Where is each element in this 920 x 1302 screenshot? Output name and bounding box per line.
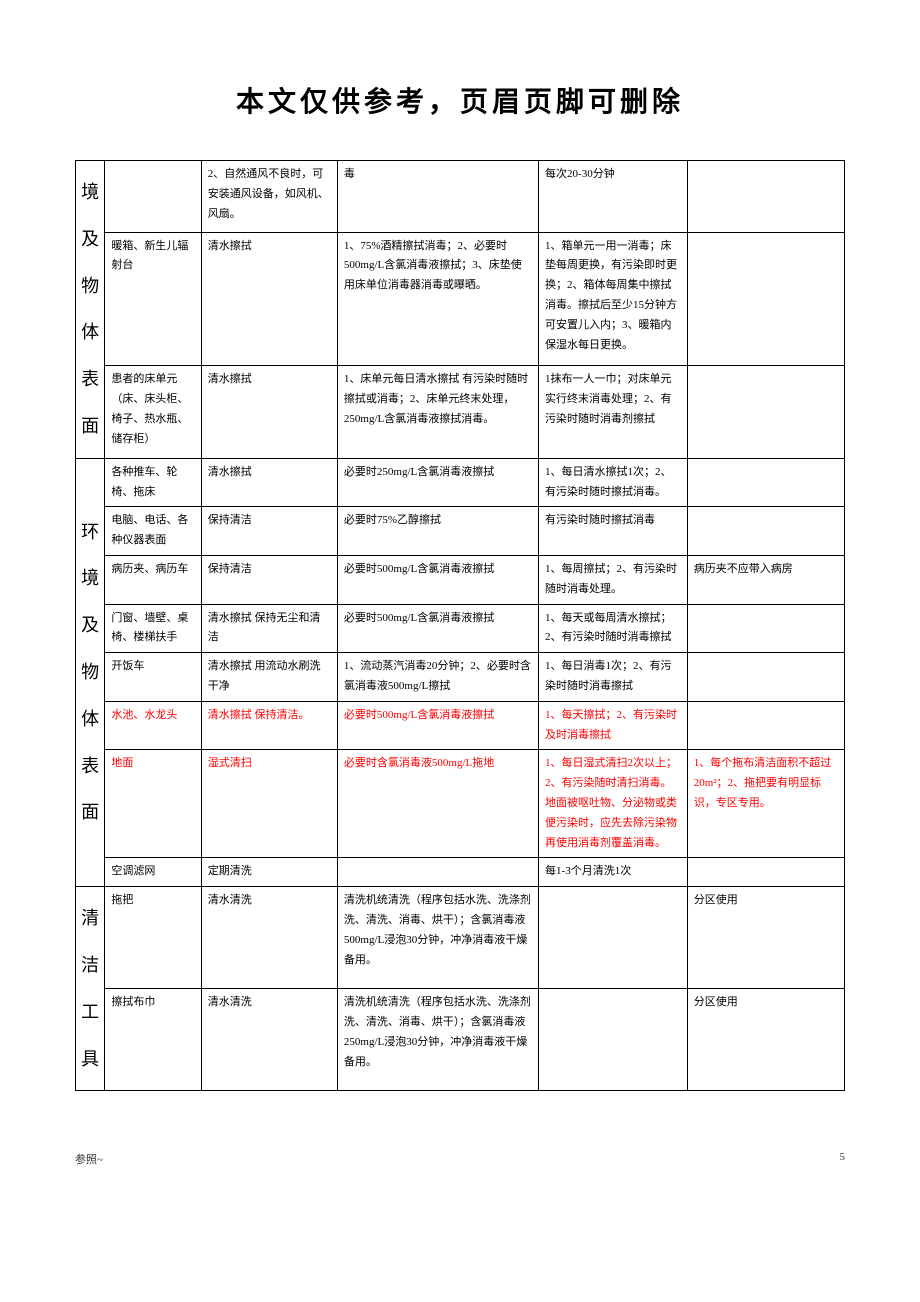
cell xyxy=(687,232,844,366)
cell: 地面 xyxy=(105,750,201,858)
cell xyxy=(687,161,844,233)
cell: 1、每周擦拭；2、有污染时随时消毒处理。 xyxy=(539,555,688,604)
table-row: 开饭车 清水擦拭 用流动水刷洗干净 1、流动蒸汽消毒20分钟；2、必要时含氯消毒… xyxy=(76,653,845,702)
cell: 拖把 xyxy=(105,887,201,989)
cell: 分区使用 xyxy=(687,887,844,989)
cell: 每次20-30分钟 xyxy=(539,161,688,233)
cell: 清水擦拭 用流动水刷洗干净 xyxy=(201,653,337,702)
cell: 保持清洁 xyxy=(201,507,337,556)
cell xyxy=(687,701,844,750)
cell: 门窗、墙壁、桌椅、楼梯扶手 xyxy=(105,604,201,653)
vertical-label-3: 清洁工具 xyxy=(76,887,105,1091)
cell xyxy=(337,858,538,887)
cell xyxy=(539,887,688,989)
table-row: 患者的床单元（床、床头柜、椅子、热水瓶、储存柜） 清水擦拭 1、床单元每日清水擦… xyxy=(76,366,845,458)
main-table-wrapper: 境及物体表面 2、自然通风不良时，可安装通风设备，如风机、风扇。 毒 每次20-… xyxy=(0,160,920,1091)
cell: 电脑、电话、各种仪器表面 xyxy=(105,507,201,556)
cell: 1、每日清水擦拭1次；2、有污染时随时擦拭消毒。 xyxy=(539,458,688,507)
cell: 清洗机统清洗（程序包括水洗、洗涤剂洗、清洗、消毒、烘干）；含氯消毒液250mg/… xyxy=(337,989,538,1091)
table-row: 病历夹、病历车 保持清洁 必要时500mg/L含氯消毒液擦拭 1、每周擦拭；2、… xyxy=(76,555,845,604)
cell: 必要时500mg/L含氯消毒液擦拭 xyxy=(337,701,538,750)
cell: 各种推车、轮椅、拖床 xyxy=(105,458,201,507)
cell: 必要时500mg/L含氯消毒液擦拭 xyxy=(337,555,538,604)
page-footer: 参照~ 5 xyxy=(0,1091,920,1197)
table-row: 门窗、墙壁、桌椅、楼梯扶手 清水擦拭 保持无尘和清洁 必要时500mg/L含氯消… xyxy=(76,604,845,653)
cell: 清洗机统清洗（程序包括水洗、洗涤剂洗、清洗、消毒、烘干）；含氯消毒液500mg/… xyxy=(337,887,538,989)
table-row: 暖箱、新生儿辐射台 清水擦拭 1、75%酒精擦拭消毒；2、必要时500mg/L含… xyxy=(76,232,845,366)
cell: 1、流动蒸汽消毒20分钟；2、必要时含氯消毒液500mg/L擦拭 xyxy=(337,653,538,702)
cell: 1、每个拖布清洁面积不超过20m²；2、拖把要有明显标识，专区专用。 xyxy=(687,750,844,858)
cell: 开饭车 xyxy=(105,653,201,702)
cell: 1、每日消毒1次；2、有污染时随时消毒擦拭 xyxy=(539,653,688,702)
cell: 必要时250mg/L含氯消毒液擦拭 xyxy=(337,458,538,507)
footer-page-number: 5 xyxy=(840,1151,846,1163)
cell: 有污染时随时擦拭消毒 xyxy=(539,507,688,556)
cell xyxy=(105,161,201,233)
cell: 1抹布一人一巾；对床单元实行终末消毒处理；2、有污染时随时消毒剂擦拭 xyxy=(539,366,688,458)
cell: 清水擦拭 保持清洁。 xyxy=(201,701,337,750)
cell: 清水擦拭 xyxy=(201,232,337,366)
footer-left-text: 参照~ xyxy=(75,1151,103,1167)
table-row: 电脑、电话、各种仪器表面 保持清洁 必要时75%乙醇擦拭 有污染时随时擦拭消毒 xyxy=(76,507,845,556)
cell: 水池、水龙头 xyxy=(105,701,201,750)
disinfection-table: 境及物体表面 2、自然通风不良时，可安装通风设备，如风机、风扇。 毒 每次20-… xyxy=(75,160,845,1091)
vertical-label-2: 环境及物体表面 xyxy=(76,458,105,886)
cell: 清水清洗 xyxy=(201,887,337,989)
cell: 每1-3个月清洗1次 xyxy=(539,858,688,887)
cell: 空调滤网 xyxy=(105,858,201,887)
cell xyxy=(687,653,844,702)
cell: 擦拭布巾 xyxy=(105,989,201,1091)
cell: 清水擦拭 xyxy=(201,366,337,458)
table-row: 地面 湿式清扫 必要时含氯消毒液500mg/L拖地 1、每日湿式清扫2次以上；2… xyxy=(76,750,845,858)
cell: 病历夹不应带入病房 xyxy=(687,555,844,604)
cell: 保持清洁 xyxy=(201,555,337,604)
cell: 暖箱、新生儿辐射台 xyxy=(105,232,201,366)
table-row: 空调滤网 定期清洗 每1-3个月清洗1次 xyxy=(76,858,845,887)
cell: 病历夹、病历车 xyxy=(105,555,201,604)
cell xyxy=(687,858,844,887)
table-row: 水池、水龙头 清水擦拭 保持清洁。 必要时500mg/L含氯消毒液擦拭 1、每天… xyxy=(76,701,845,750)
cell: 2、自然通风不良时，可安装通风设备，如风机、风扇。 xyxy=(201,161,337,233)
cell: 分区使用 xyxy=(687,989,844,1091)
cell xyxy=(687,604,844,653)
cell: 必要时75%乙醇擦拭 xyxy=(337,507,538,556)
vertical-label-1: 境及物体表面 xyxy=(76,161,105,459)
cell xyxy=(687,458,844,507)
cell xyxy=(539,989,688,1091)
cell: 1、75%酒精擦拭消毒；2、必要时500mg/L含氯消毒液擦拭；3、床垫使用床单… xyxy=(337,232,538,366)
table-row: 清洁工具 拖把 清水清洗 清洗机统清洗（程序包括水洗、洗涤剂洗、清洗、消毒、烘干… xyxy=(76,887,845,989)
cell xyxy=(687,366,844,458)
cell: 必要时500mg/L含氯消毒液擦拭 xyxy=(337,604,538,653)
page-header: 本文仅供参考，页眉页脚可删除 xyxy=(0,0,920,160)
cell: 必要时含氯消毒液500mg/L拖地 xyxy=(337,750,538,858)
cell: 定期清洗 xyxy=(201,858,337,887)
cell: 1、每日湿式清扫2次以上；2、有污染随时清扫消毒。地面被呕吐物、分泌物或类便污染… xyxy=(539,750,688,858)
cell: 清水擦拭 保持无尘和清洁 xyxy=(201,604,337,653)
table-row: 境及物体表面 2、自然通风不良时，可安装通风设备，如风机、风扇。 毒 每次20-… xyxy=(76,161,845,233)
cell: 1、箱单元一用一消毒；床垫每周更换，有污染即时更换；2、箱体每周集中擦拭消毒。擦… xyxy=(539,232,688,366)
cell: 1、床单元每日清水擦拭 有污染时随时擦拭或消毒；2、床单元终末处理，250mg/… xyxy=(337,366,538,458)
cell xyxy=(687,507,844,556)
table-row: 擦拭布巾 清水清洗 清洗机统清洗（程序包括水洗、洗涤剂洗、清洗、消毒、烘干）；含… xyxy=(76,989,845,1091)
cell: 湿式清扫 xyxy=(201,750,337,858)
cell: 毒 xyxy=(337,161,538,233)
cell: 清水擦拭 xyxy=(201,458,337,507)
cell: 1、每天或每周清水擦拭；2、有污染时随时消毒擦拭 xyxy=(539,604,688,653)
table-row: 环境及物体表面 各种推车、轮椅、拖床 清水擦拭 必要时250mg/L含氯消毒液擦… xyxy=(76,458,845,507)
cell: 清水清洗 xyxy=(201,989,337,1091)
cell: 患者的床单元（床、床头柜、椅子、热水瓶、储存柜） xyxy=(105,366,201,458)
cell: 1、每天擦拭；2、有污染时及时消毒擦拭 xyxy=(539,701,688,750)
